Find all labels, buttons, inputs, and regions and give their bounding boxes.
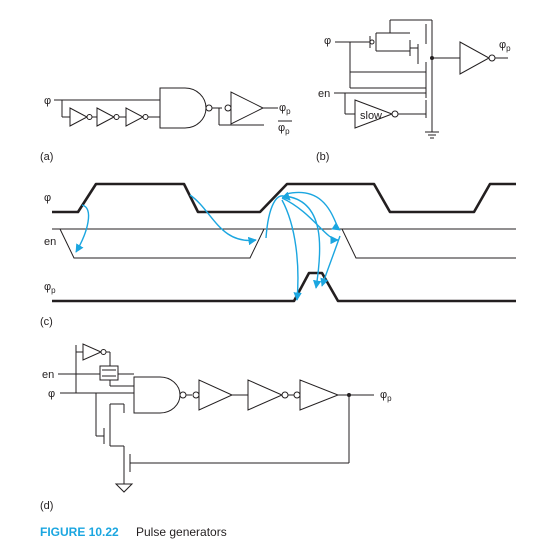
panel-d-inverter xyxy=(247,379,284,411)
panel-a-output-bar-label: φp xyxy=(278,122,290,136)
panel-d-feedback-inverter xyxy=(82,343,103,361)
panel-a-input-label: φ xyxy=(44,95,51,107)
phi-waveform xyxy=(52,182,516,214)
figure-caption: Pulse generators xyxy=(136,525,227,539)
panel-b-label: (b) xyxy=(316,151,329,163)
panel-d-output-label: φp xyxy=(380,389,392,403)
panel-a-inverter-2 xyxy=(96,107,120,127)
phip-waveform xyxy=(52,271,516,303)
panel-a-output-label: φp xyxy=(279,102,291,116)
panel-a-buffer xyxy=(230,91,265,125)
panel-d-nand-gate xyxy=(133,376,181,414)
panel-b-output-buffer xyxy=(459,41,491,75)
timing-phi-label: φ xyxy=(44,192,51,204)
en-waveform xyxy=(59,228,516,259)
panel-c-label: (c) xyxy=(40,316,53,328)
panel-b-slow-inverter xyxy=(354,99,394,129)
panel-d-en-label: en xyxy=(42,369,54,381)
panel-d-buffer-1 xyxy=(198,379,234,411)
panel-d-label: (d) xyxy=(40,500,53,512)
timing-phip-label: φp xyxy=(44,281,56,295)
panel-b-en-label: en xyxy=(318,88,330,100)
panel-a-label: (a) xyxy=(40,151,53,163)
panel-b-input-label: φ xyxy=(324,35,331,47)
panel-b-schematic: φ φp en slow xyxy=(316,19,511,163)
figure-number: FIGURE 10.22 xyxy=(40,525,119,539)
timing-en-label: en xyxy=(44,236,56,248)
panel-b-output-label: φp xyxy=(499,39,511,53)
panel-a-nand-gate xyxy=(159,87,207,129)
panel-d-output-buffer xyxy=(299,379,340,411)
panel-d-input-label: φ xyxy=(48,388,55,400)
panel-d-transmission-gate xyxy=(99,365,119,381)
panel-a-inverter-3 xyxy=(125,107,149,127)
panel-a-schematic: φ φp φp (a) xyxy=(40,87,292,163)
panel-b-slow-label: slow xyxy=(360,110,382,122)
panel-c-timing: φ en φp (c) xyxy=(40,182,516,328)
panel-d-schematic: en φ φp xyxy=(40,343,392,512)
panel-a-inverter-1 xyxy=(69,107,93,127)
